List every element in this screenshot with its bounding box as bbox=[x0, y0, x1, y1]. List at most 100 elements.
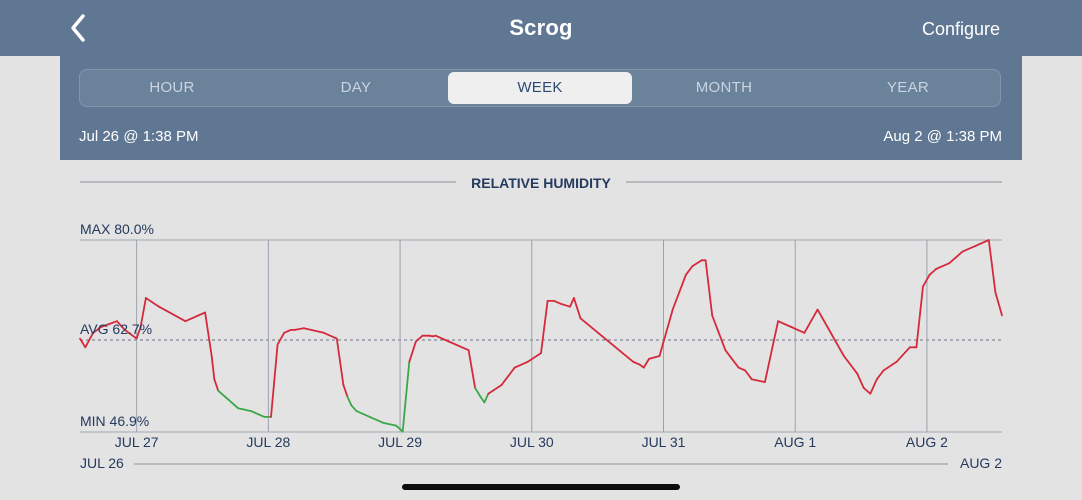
series-segment bbox=[895, 349, 909, 363]
tab-year[interactable]: YEAR bbox=[886, 79, 930, 96]
tab-week[interactable]: WEEK bbox=[448, 72, 632, 104]
tab-hour[interactable]: HOUR bbox=[149, 79, 195, 96]
series-segment bbox=[961, 244, 977, 253]
tab-month[interactable]: MONTH bbox=[695, 79, 753, 96]
series-segment bbox=[935, 265, 944, 270]
series-lines bbox=[79, 239, 1003, 433]
series-segment bbox=[642, 357, 650, 369]
series-segment bbox=[213, 378, 220, 392]
series-segment bbox=[569, 297, 575, 308]
series-segment bbox=[355, 410, 371, 418]
series-segment bbox=[116, 320, 126, 331]
series-segment bbox=[250, 410, 266, 418]
series-segment bbox=[368, 415, 384, 424]
range-end-label: Aug 2 @ 1:38 PM bbox=[883, 128, 1002, 145]
series-segment bbox=[414, 334, 424, 343]
nav-bar: Scrog Configure bbox=[0, 0, 1082, 56]
series-segment bbox=[92, 326, 102, 334]
series-segment bbox=[928, 268, 937, 276]
avg-label: AVG 62.7% bbox=[80, 321, 152, 337]
min-label: MIN 46.9% bbox=[80, 413, 149, 429]
series-segment bbox=[204, 311, 213, 357]
x-tick-label: JUL 28 bbox=[246, 434, 290, 450]
series-segment bbox=[671, 291, 681, 311]
series-segment bbox=[217, 389, 226, 398]
series-segment bbox=[500, 366, 516, 386]
x-tick-label: JUL 30 bbox=[510, 434, 554, 450]
series-segment bbox=[941, 262, 951, 268]
period-selector: HOUR DAY WEEK MONTH YEAR bbox=[79, 69, 1001, 107]
series-segment bbox=[711, 314, 727, 352]
chevron-left-icon bbox=[71, 14, 85, 42]
series-segment bbox=[100, 323, 110, 328]
series-segment bbox=[559, 302, 571, 308]
series-segment bbox=[144, 297, 160, 308]
series-segment bbox=[553, 299, 562, 305]
series-segment bbox=[158, 305, 187, 323]
x-tick-labels: JUL 27 JUL 28 JUL 29 JUL 30 JUL 31 AUG 1 AUG 2 bbox=[115, 434, 948, 450]
series-segment bbox=[526, 352, 542, 363]
series-segment bbox=[210, 355, 216, 381]
series-segment bbox=[922, 273, 931, 288]
series-segment bbox=[293, 327, 305, 331]
series-segment bbox=[882, 360, 898, 372]
series-segment bbox=[764, 320, 779, 384]
range-start-axis-label: JUL 26 bbox=[80, 455, 124, 471]
series-segment bbox=[184, 311, 207, 323]
series-segment bbox=[843, 355, 858, 375]
x-tick-label: JUL 29 bbox=[378, 434, 422, 450]
series-segment bbox=[987, 239, 997, 294]
series-segment bbox=[479, 395, 486, 404]
series-segment bbox=[856, 372, 865, 389]
series-segment bbox=[691, 259, 703, 268]
series-segment bbox=[678, 273, 687, 294]
vertical-gridlines bbox=[136, 240, 928, 432]
series-segment bbox=[123, 328, 134, 337]
series-segment bbox=[381, 421, 398, 427]
series-segment bbox=[408, 340, 417, 363]
series-segment bbox=[467, 349, 477, 389]
x-tick-label: AUG 1 bbox=[774, 434, 816, 450]
series-segment bbox=[135, 326, 142, 340]
series-segment bbox=[108, 320, 118, 326]
series-segment bbox=[974, 239, 990, 247]
series-segment bbox=[283, 328, 292, 334]
series-segment bbox=[777, 320, 793, 328]
series-segment bbox=[632, 360, 641, 366]
series-segment bbox=[237, 407, 253, 413]
series-segment bbox=[724, 349, 733, 360]
series-segment bbox=[540, 299, 549, 355]
configure-button[interactable]: Configure bbox=[921, 19, 1000, 39]
series-segment bbox=[876, 369, 885, 381]
chart-title: RELATIVE HUMIDITY bbox=[471, 175, 611, 191]
series-segment bbox=[731, 357, 740, 369]
x-tick-label: JUL 31 bbox=[642, 434, 686, 450]
series-segment bbox=[948, 256, 957, 265]
series-segment bbox=[994, 291, 1003, 317]
series-segment bbox=[302, 327, 325, 334]
series-segment bbox=[816, 308, 845, 357]
tab-day[interactable]: DAY bbox=[340, 79, 372, 96]
back-button[interactable] bbox=[66, 12, 96, 44]
page-title: Scrog bbox=[509, 15, 573, 40]
series-segment bbox=[474, 386, 482, 398]
series-segment bbox=[434, 334, 450, 343]
series-segment bbox=[648, 355, 661, 360]
series-segment bbox=[84, 331, 95, 349]
series-segment bbox=[487, 384, 503, 395]
series-segment bbox=[79, 337, 87, 349]
series-segment bbox=[658, 308, 674, 357]
series-segment bbox=[750, 378, 766, 384]
range-start-label: Jul 26 @ 1:38 PM bbox=[79, 128, 199, 145]
x-tick-label: AUG 2 bbox=[906, 434, 948, 450]
series-segment bbox=[270, 343, 279, 418]
series-segment bbox=[573, 297, 582, 320]
series-segment bbox=[513, 360, 529, 369]
series-segment bbox=[401, 360, 411, 433]
series-segment bbox=[223, 395, 240, 410]
series-segment bbox=[704, 259, 714, 317]
series-segment bbox=[139, 297, 147, 328]
series-segment bbox=[790, 326, 799, 331]
series-segment bbox=[335, 337, 345, 386]
